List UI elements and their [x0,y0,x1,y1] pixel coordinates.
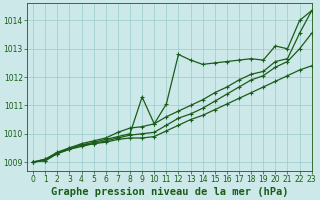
X-axis label: Graphe pression niveau de la mer (hPa): Graphe pression niveau de la mer (hPa) [51,186,288,197]
